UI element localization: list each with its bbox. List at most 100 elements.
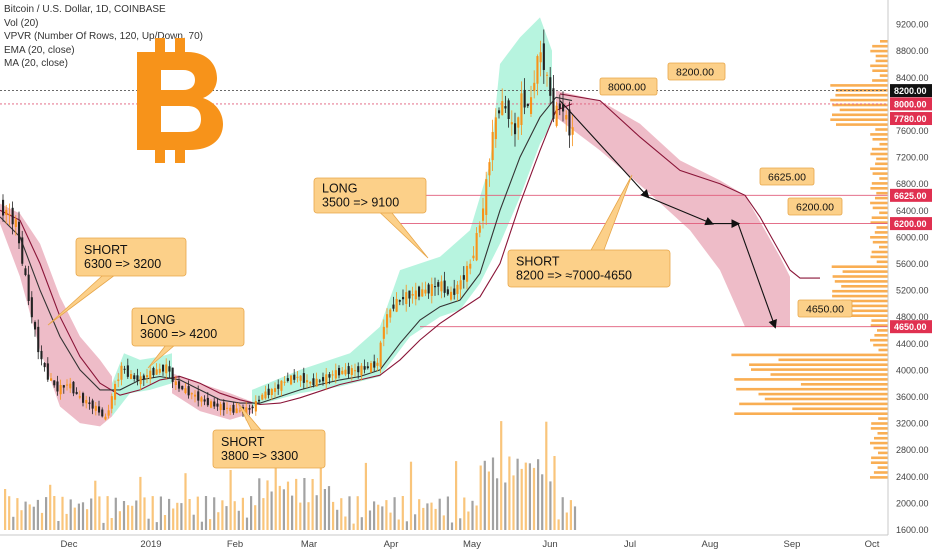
candle-body xyxy=(427,284,430,294)
candle-body xyxy=(568,109,571,136)
vpvr-bar xyxy=(832,103,888,107)
target-label-text: 6625.00 xyxy=(768,172,806,184)
vpvr-bar xyxy=(875,196,888,200)
candle-body xyxy=(123,368,126,370)
vpvr-bar xyxy=(843,314,888,317)
vpvr-bar xyxy=(831,265,888,268)
vpvr-bar xyxy=(828,309,888,313)
volume-bar xyxy=(86,509,89,530)
vpvr-bar xyxy=(870,461,888,464)
volume-bar xyxy=(344,516,347,530)
candle-body xyxy=(491,132,494,161)
volume-bar xyxy=(389,512,392,530)
candle-body xyxy=(533,82,536,91)
vpvr-bar xyxy=(873,446,888,450)
candle-body xyxy=(280,380,283,391)
volume-bar xyxy=(286,481,290,530)
volume-bar xyxy=(450,522,454,530)
volume-bar xyxy=(340,498,343,530)
candle-body xyxy=(514,123,517,135)
volume-bar xyxy=(553,456,556,530)
callout-long-1-box xyxy=(131,307,245,347)
time-tick-label: Dec xyxy=(61,539,78,550)
vpvr-bar xyxy=(878,451,888,455)
volume-bar xyxy=(90,498,93,530)
candle-body xyxy=(370,363,373,373)
vpvr-bar xyxy=(833,304,888,308)
candle-body xyxy=(395,298,398,312)
target-label-box xyxy=(759,167,815,186)
price-tick-label: 8400.00 xyxy=(896,73,929,83)
candle-body xyxy=(229,407,232,412)
candle-body xyxy=(517,117,520,128)
vpvr-bar xyxy=(841,285,888,288)
volume-bar xyxy=(192,514,195,530)
candle-body xyxy=(318,380,321,382)
candle-body xyxy=(293,374,296,380)
candle-body xyxy=(350,368,353,376)
volume-bar xyxy=(77,503,80,530)
volume-bar xyxy=(245,517,249,530)
candle-body xyxy=(430,284,433,296)
vpvr-bar xyxy=(871,147,888,151)
volume-bar xyxy=(352,523,355,530)
price-marker xyxy=(890,97,932,111)
vpvr-bar xyxy=(879,177,888,180)
volume-bar xyxy=(188,499,191,530)
volume-bar xyxy=(504,482,507,530)
bitcoin-logo xyxy=(137,38,223,163)
callout-short-2-text: 3800 => 3300 xyxy=(221,449,298,463)
vpvr-bar xyxy=(877,432,888,435)
volume-bar xyxy=(73,507,76,530)
price-marker-label: 6625.00 xyxy=(894,191,927,201)
candle-body xyxy=(421,289,424,297)
volume-bar xyxy=(229,470,232,530)
candle-body xyxy=(510,122,513,125)
vpvr-bar xyxy=(835,93,888,97)
candle-body xyxy=(261,394,264,400)
time-tick-label: May xyxy=(463,539,481,550)
price-tick-label: 2800.00 xyxy=(896,445,929,455)
candle-body xyxy=(498,110,501,114)
candle-body xyxy=(549,77,552,96)
volume-bar xyxy=(360,517,363,530)
candle-body xyxy=(264,391,267,399)
volume-bar xyxy=(541,474,544,530)
candle-body xyxy=(325,374,328,385)
price-marker xyxy=(890,188,932,202)
projection-arrow xyxy=(559,100,650,199)
volume-bar xyxy=(471,500,474,530)
time-tick-label: Jun xyxy=(542,539,557,550)
vpvr-bar xyxy=(872,138,888,141)
volume-bar xyxy=(532,467,536,530)
candle-body xyxy=(459,280,462,290)
volume-bar xyxy=(315,495,318,530)
volume-bar xyxy=(53,496,56,530)
candle-body xyxy=(104,416,107,420)
volume-bar xyxy=(106,496,109,530)
candle-body xyxy=(117,379,120,381)
short-zone-1 xyxy=(0,203,112,427)
candle-body xyxy=(466,265,469,282)
vpvr-bar xyxy=(875,59,888,63)
candle-body xyxy=(411,294,414,296)
vpvr-bar xyxy=(870,221,888,224)
volume-bar xyxy=(430,502,433,530)
price-tick-label: 2000.00 xyxy=(896,498,929,508)
price-marker xyxy=(890,320,932,334)
candle-body xyxy=(296,376,299,378)
vpvr-bar xyxy=(871,182,888,185)
candle-body xyxy=(235,408,238,414)
candle-body xyxy=(152,367,155,376)
candle-body xyxy=(168,366,171,372)
candle-body xyxy=(277,384,280,389)
price-marker xyxy=(890,84,932,98)
candle-body xyxy=(66,384,69,386)
volume-bar xyxy=(426,503,429,530)
candle-body xyxy=(18,221,21,244)
projection-arrow xyxy=(647,196,715,226)
volume-bar xyxy=(110,518,113,530)
candle-body xyxy=(341,370,344,375)
